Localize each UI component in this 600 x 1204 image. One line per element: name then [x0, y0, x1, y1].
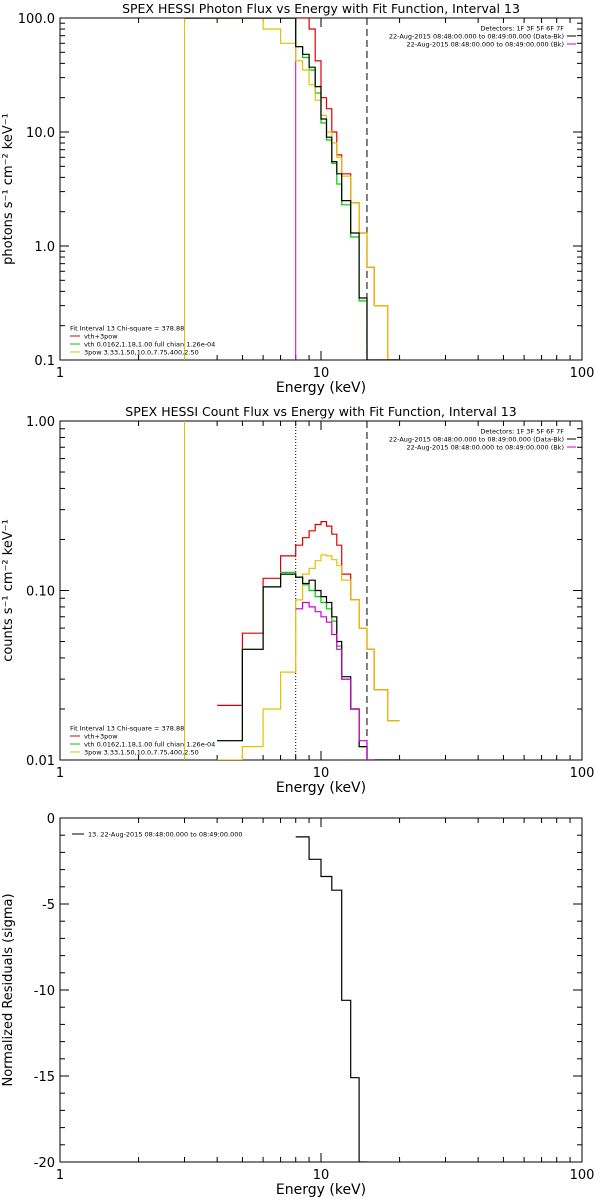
legend-top-right-text: Detectors: 1F 3F 5F 6F 7F: [480, 25, 564, 33]
y-tick-label: -5: [42, 898, 55, 913]
legend-top-right-text: 22-Aug-2015 08:48:00.000 to 08:49:00.000…: [407, 444, 564, 452]
panel-1: SPEX HESSI Photon Flux vs Energy with Fi…: [1, 1, 594, 396]
series-line-3: [217, 554, 400, 760]
y-axis-label: Normalized Residuals (sigma): [1, 893, 16, 1086]
x-tick-label: 1: [56, 766, 64, 781]
legend-bottom-left-text: Fit Interval 13 Chi-square = 378.88: [70, 325, 184, 333]
y-tick-label: 1.00: [26, 415, 55, 430]
legend-top-right-text: 22-Aug-2015 08:48:00.000 to 08:49:00.000…: [389, 33, 564, 41]
series-line-1: [295, 836, 367, 1162]
x-tick-label: 100: [570, 1168, 595, 1183]
chart-title: SPEX HESSI Count Flux vs Energy with Fit…: [125, 404, 516, 419]
chart-title: SPEX HESSI Photon Flux vs Energy with Fi…: [122, 1, 520, 16]
plot-area: [184, 18, 400, 360]
legend-top-right-text: 22-Aug-2015 08:48:00.000 to 08:49:00.000…: [389, 436, 564, 444]
y-axis-label: counts s⁻¹ cm⁻² keV⁻¹: [1, 519, 16, 662]
y-tick-label: -10: [34, 984, 55, 999]
legend-bottom-left-text: 3pow 3.33,1.50,10.0,7.75,400,2.50: [84, 349, 199, 357]
y-tick-label: 0.01: [26, 754, 55, 769]
x-tick-label: 100: [570, 366, 595, 381]
x-tick-label: 10: [313, 366, 330, 381]
plot-area: [184, 421, 400, 760]
x-axis-label: Energy (keV): [276, 380, 366, 396]
legend-bottom-left-text: vth 0.0162,1.18,1.00 full chian 1.26e-04: [84, 341, 215, 349]
y-tick-label: -15: [34, 1070, 55, 1085]
legend-bottom-left-text: Fit Interval 13 Chi-square = 378.88: [70, 725, 184, 733]
y-tick-label: 1.0: [34, 240, 55, 255]
y-tick-label: 100.0: [18, 12, 55, 27]
x-tick-label: 1: [56, 366, 64, 381]
panel-2: SPEX HESSI Count Flux vs Energy with Fit…: [1, 404, 594, 796]
x-axis-label: Energy (keV): [276, 780, 366, 796]
x-tick-label: 10: [313, 1168, 330, 1183]
series-line-1: [217, 521, 400, 722]
y-tick-label: -20: [34, 1156, 55, 1171]
legend-top-left-text: 13. 22-Aug-2015 08:48:00.000 to 08:49:00…: [88, 831, 243, 839]
series-line-2: [217, 571, 400, 760]
series-line-5: [295, 601, 375, 760]
y-tick-label: 10.0: [26, 126, 55, 141]
x-tick-label: 10: [313, 766, 330, 781]
y-tick-label: 0.10: [26, 585, 55, 600]
y-tick-label: 0: [47, 812, 55, 827]
x-axis-label: Energy (keV): [276, 1182, 366, 1198]
plot-area: [295, 836, 367, 1162]
legend-bottom-left-text: 3pow 3.33,1.50,10.0,7.75,400,2.50: [84, 749, 199, 757]
y-tick-label: 0.1: [34, 354, 55, 369]
legend-top-right-text: 22-Aug-2015 08:48:00.000 to 08:49:00.000…: [407, 41, 564, 49]
legend-top-right-text: Detectors: 1F 3F 5F 6F 7F: [480, 428, 564, 436]
panel-3: 1 10 100 Energy (keV) -20 -15 -10 -5 0 Normalized…: [1, 812, 594, 1198]
legend-bottom-left-text: vth+3pow: [84, 733, 118, 741]
x-tick-label: 1: [56, 1168, 64, 1183]
y-axis-label: photons s⁻¹ cm⁻² keV⁻¹: [1, 113, 16, 265]
legend-bottom-left-text: vth 0.0162,1.18,1.00 full chian 1.26e-04: [84, 741, 215, 749]
series-line-4: [184, 18, 400, 360]
x-tick-label: 100: [570, 766, 595, 781]
legend-bottom-left-text: vth+3pow: [84, 333, 118, 341]
